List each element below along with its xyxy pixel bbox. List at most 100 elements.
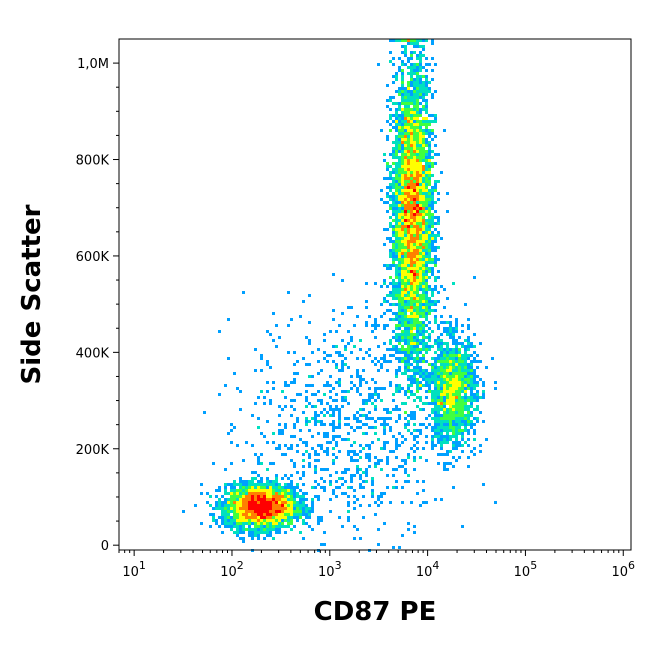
- density-point: [362, 432, 365, 435]
- density-point: [359, 426, 362, 429]
- density-point: [416, 69, 419, 72]
- density-point: [428, 165, 431, 168]
- density-point: [440, 405, 443, 408]
- density-point: [233, 501, 236, 504]
- density-point: [419, 93, 422, 96]
- density-point: [452, 447, 455, 450]
- density-point: [431, 447, 434, 450]
- density-point: [260, 516, 263, 519]
- density-point: [263, 402, 266, 405]
- density-point: [443, 288, 446, 291]
- density-point: [290, 480, 293, 483]
- density-point: [467, 411, 470, 414]
- density-point: [353, 324, 356, 327]
- density-point: [335, 456, 338, 459]
- density-point: [431, 441, 434, 444]
- density-point: [290, 501, 293, 504]
- density-point: [428, 177, 431, 180]
- density-point: [314, 480, 317, 483]
- density-point: [398, 333, 401, 336]
- density-point: [470, 402, 473, 405]
- density-point: [410, 312, 413, 315]
- density-point: [365, 480, 368, 483]
- density-point: [443, 129, 446, 132]
- density-point: [449, 351, 452, 354]
- density-point: [416, 237, 419, 240]
- density-point: [392, 171, 395, 174]
- density-point: [392, 243, 395, 246]
- density-point: [416, 447, 419, 450]
- density-point: [299, 501, 302, 504]
- density-point: [425, 117, 428, 120]
- density-point: [329, 405, 332, 408]
- density-point: [428, 261, 431, 264]
- density-point: [356, 411, 359, 414]
- density-point: [422, 237, 425, 240]
- density-point: [407, 204, 410, 207]
- density-point: [236, 525, 239, 528]
- density-point: [407, 339, 410, 342]
- density-point: [251, 483, 254, 486]
- density-point: [263, 489, 266, 492]
- density-point: [434, 417, 437, 420]
- density-point: [347, 453, 350, 456]
- density-point: [317, 498, 320, 501]
- density-point: [440, 372, 443, 375]
- density-point: [407, 285, 410, 288]
- density-point: [473, 423, 476, 426]
- density-point: [245, 507, 248, 510]
- density-point: [422, 201, 425, 204]
- density-point: [419, 219, 422, 222]
- density-point: [476, 408, 479, 411]
- density-point: [308, 507, 311, 510]
- density-point: [401, 297, 404, 300]
- density-point: [401, 321, 404, 324]
- density-point: [308, 339, 311, 342]
- density-point: [407, 294, 410, 297]
- density-point: [284, 474, 287, 477]
- density-point: [431, 57, 434, 60]
- density-point: [404, 423, 407, 426]
- density-point: [422, 183, 425, 186]
- density-point: [476, 390, 479, 393]
- density-point: [224, 492, 227, 495]
- density-point: [428, 345, 431, 348]
- density-point: [341, 312, 344, 315]
- density-point: [416, 87, 419, 90]
- density-point: [218, 507, 221, 510]
- density-point: [365, 402, 368, 405]
- density-point: [401, 207, 404, 210]
- density-point: [341, 363, 344, 366]
- density-point: [404, 201, 407, 204]
- density-point: [404, 309, 407, 312]
- density-point: [308, 342, 311, 345]
- density-point: [422, 285, 425, 288]
- density-point: [257, 474, 260, 477]
- density-point: [425, 375, 428, 378]
- density-point: [437, 387, 440, 390]
- density-point: [470, 354, 473, 357]
- density-point: [455, 426, 458, 429]
- density-point: [383, 279, 386, 282]
- density-point: [416, 303, 419, 306]
- density-point: [395, 204, 398, 207]
- density-point: [239, 480, 242, 483]
- density-point: [473, 447, 476, 450]
- density-point: [383, 357, 386, 360]
- density-point: [449, 396, 452, 399]
- density-point: [365, 423, 368, 426]
- density-point: [410, 309, 413, 312]
- density-point: [398, 216, 401, 219]
- density-point: [401, 78, 404, 81]
- density-point: [398, 66, 401, 69]
- density-point: [467, 405, 470, 408]
- density-point: [242, 291, 245, 294]
- density-point: [272, 339, 275, 342]
- density-point: [449, 354, 452, 357]
- density-point: [272, 528, 275, 531]
- density-point: [251, 486, 254, 489]
- density-point: [419, 252, 422, 255]
- density-point: [416, 141, 419, 144]
- density-point: [446, 435, 449, 438]
- density-point: [410, 180, 413, 183]
